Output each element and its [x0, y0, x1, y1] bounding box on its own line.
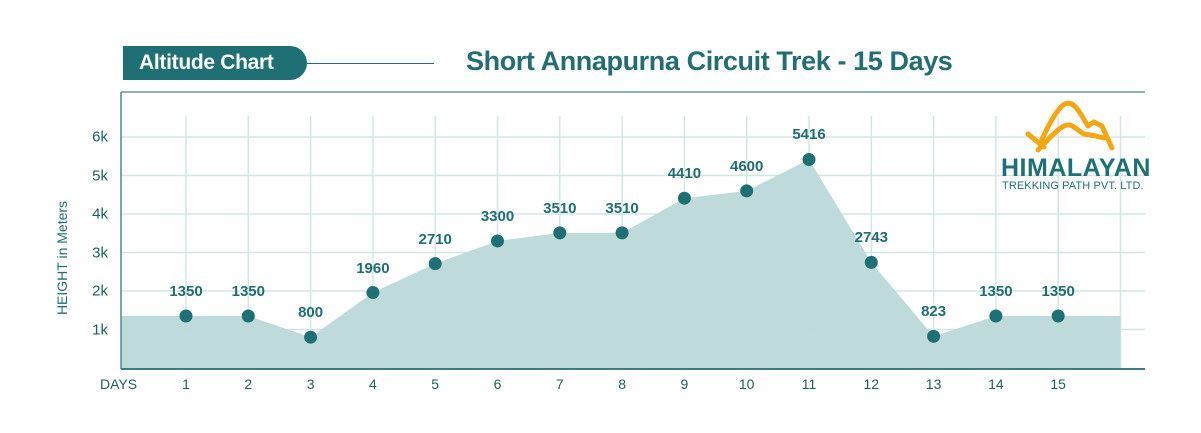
- data-label: 1350: [979, 283, 1013, 301]
- x-axis-label: DAYS: [100, 376, 138, 392]
- y-tick-label: 5k: [92, 167, 108, 184]
- mountain-icon: [1025, 100, 1115, 153]
- x-tick-label: 3: [306, 376, 315, 392]
- data-point: [491, 234, 504, 248]
- data-label: 1350: [231, 283, 265, 301]
- x-tick-label: 2: [244, 376, 253, 392]
- x-tick-label: 4: [368, 376, 377, 392]
- data-point: [677, 191, 691, 205]
- data-point: [802, 152, 816, 166]
- altitude-area: [121, 159, 1121, 368]
- logo-subtitle: TREKKING PATH PVT. LTD.: [1002, 180, 1144, 192]
- y-tick-label: 4k: [92, 205, 108, 223]
- y-tick-label: 2k: [92, 282, 108, 300]
- data-points: [179, 152, 1065, 344]
- data-label: 3510: [605, 199, 639, 217]
- data-label: 2710: [418, 230, 452, 248]
- x-tick-label: 9: [680, 376, 689, 392]
- x-tick-label: 10: [738, 376, 755, 392]
- y-tick-label: 6k: [92, 128, 108, 146]
- data-label: 823: [921, 303, 947, 321]
- data-label: 2743: [854, 229, 888, 247]
- y-tick-label: 3k: [92, 244, 108, 261]
- data-point: [553, 226, 567, 240]
- x-tick-label: 7: [555, 376, 564, 392]
- x-tick-label: 11: [801, 376, 817, 392]
- chart-title: Short Annapurna Circuit Trek - 15 Days: [466, 46, 953, 76]
- data-label: 4600: [730, 157, 764, 175]
- x-tick-label: 5: [431, 376, 440, 392]
- data-point: [179, 309, 193, 323]
- data-point: [428, 257, 442, 271]
- data-point: [304, 330, 318, 344]
- data-label: 3300: [480, 207, 515, 225]
- data-point: [740, 184, 754, 198]
- data-label: 4410: [667, 165, 702, 183]
- x-tick-label: 12: [863, 376, 880, 392]
- y-axis-label: HEIGHT in Meters: [54, 200, 70, 316]
- x-tick-label: 1: [182, 376, 190, 392]
- y-tick-label: 1k: [92, 321, 108, 338]
- x-tick-label: 13: [925, 376, 942, 392]
- data-point: [927, 329, 941, 343]
- data-point: [864, 255, 878, 269]
- data-label: 1350: [1041, 283, 1075, 301]
- badge-divider: [307, 63, 434, 64]
- altitude-chart-badge: Altitude Chart: [123, 46, 307, 80]
- data-point: [1051, 309, 1065, 323]
- data-point: [366, 286, 380, 300]
- data-point: [989, 309, 1003, 323]
- data-label: 1350: [169, 283, 203, 301]
- x-tick-label: 8: [618, 376, 626, 392]
- x-tick-label: 14: [988, 376, 1004, 392]
- data-label: 800: [298, 304, 324, 322]
- data-label: 5416: [792, 126, 826, 144]
- data-label: 1960: [356, 259, 390, 277]
- data-point: [615, 226, 629, 240]
- x-tick-label: 15: [1050, 376, 1066, 392]
- x-tick-label: 6: [493, 376, 502, 392]
- data-label: 3510: [543, 199, 577, 217]
- logo-name: HIMALAYAN: [1001, 154, 1151, 182]
- data-point: [241, 309, 255, 323]
